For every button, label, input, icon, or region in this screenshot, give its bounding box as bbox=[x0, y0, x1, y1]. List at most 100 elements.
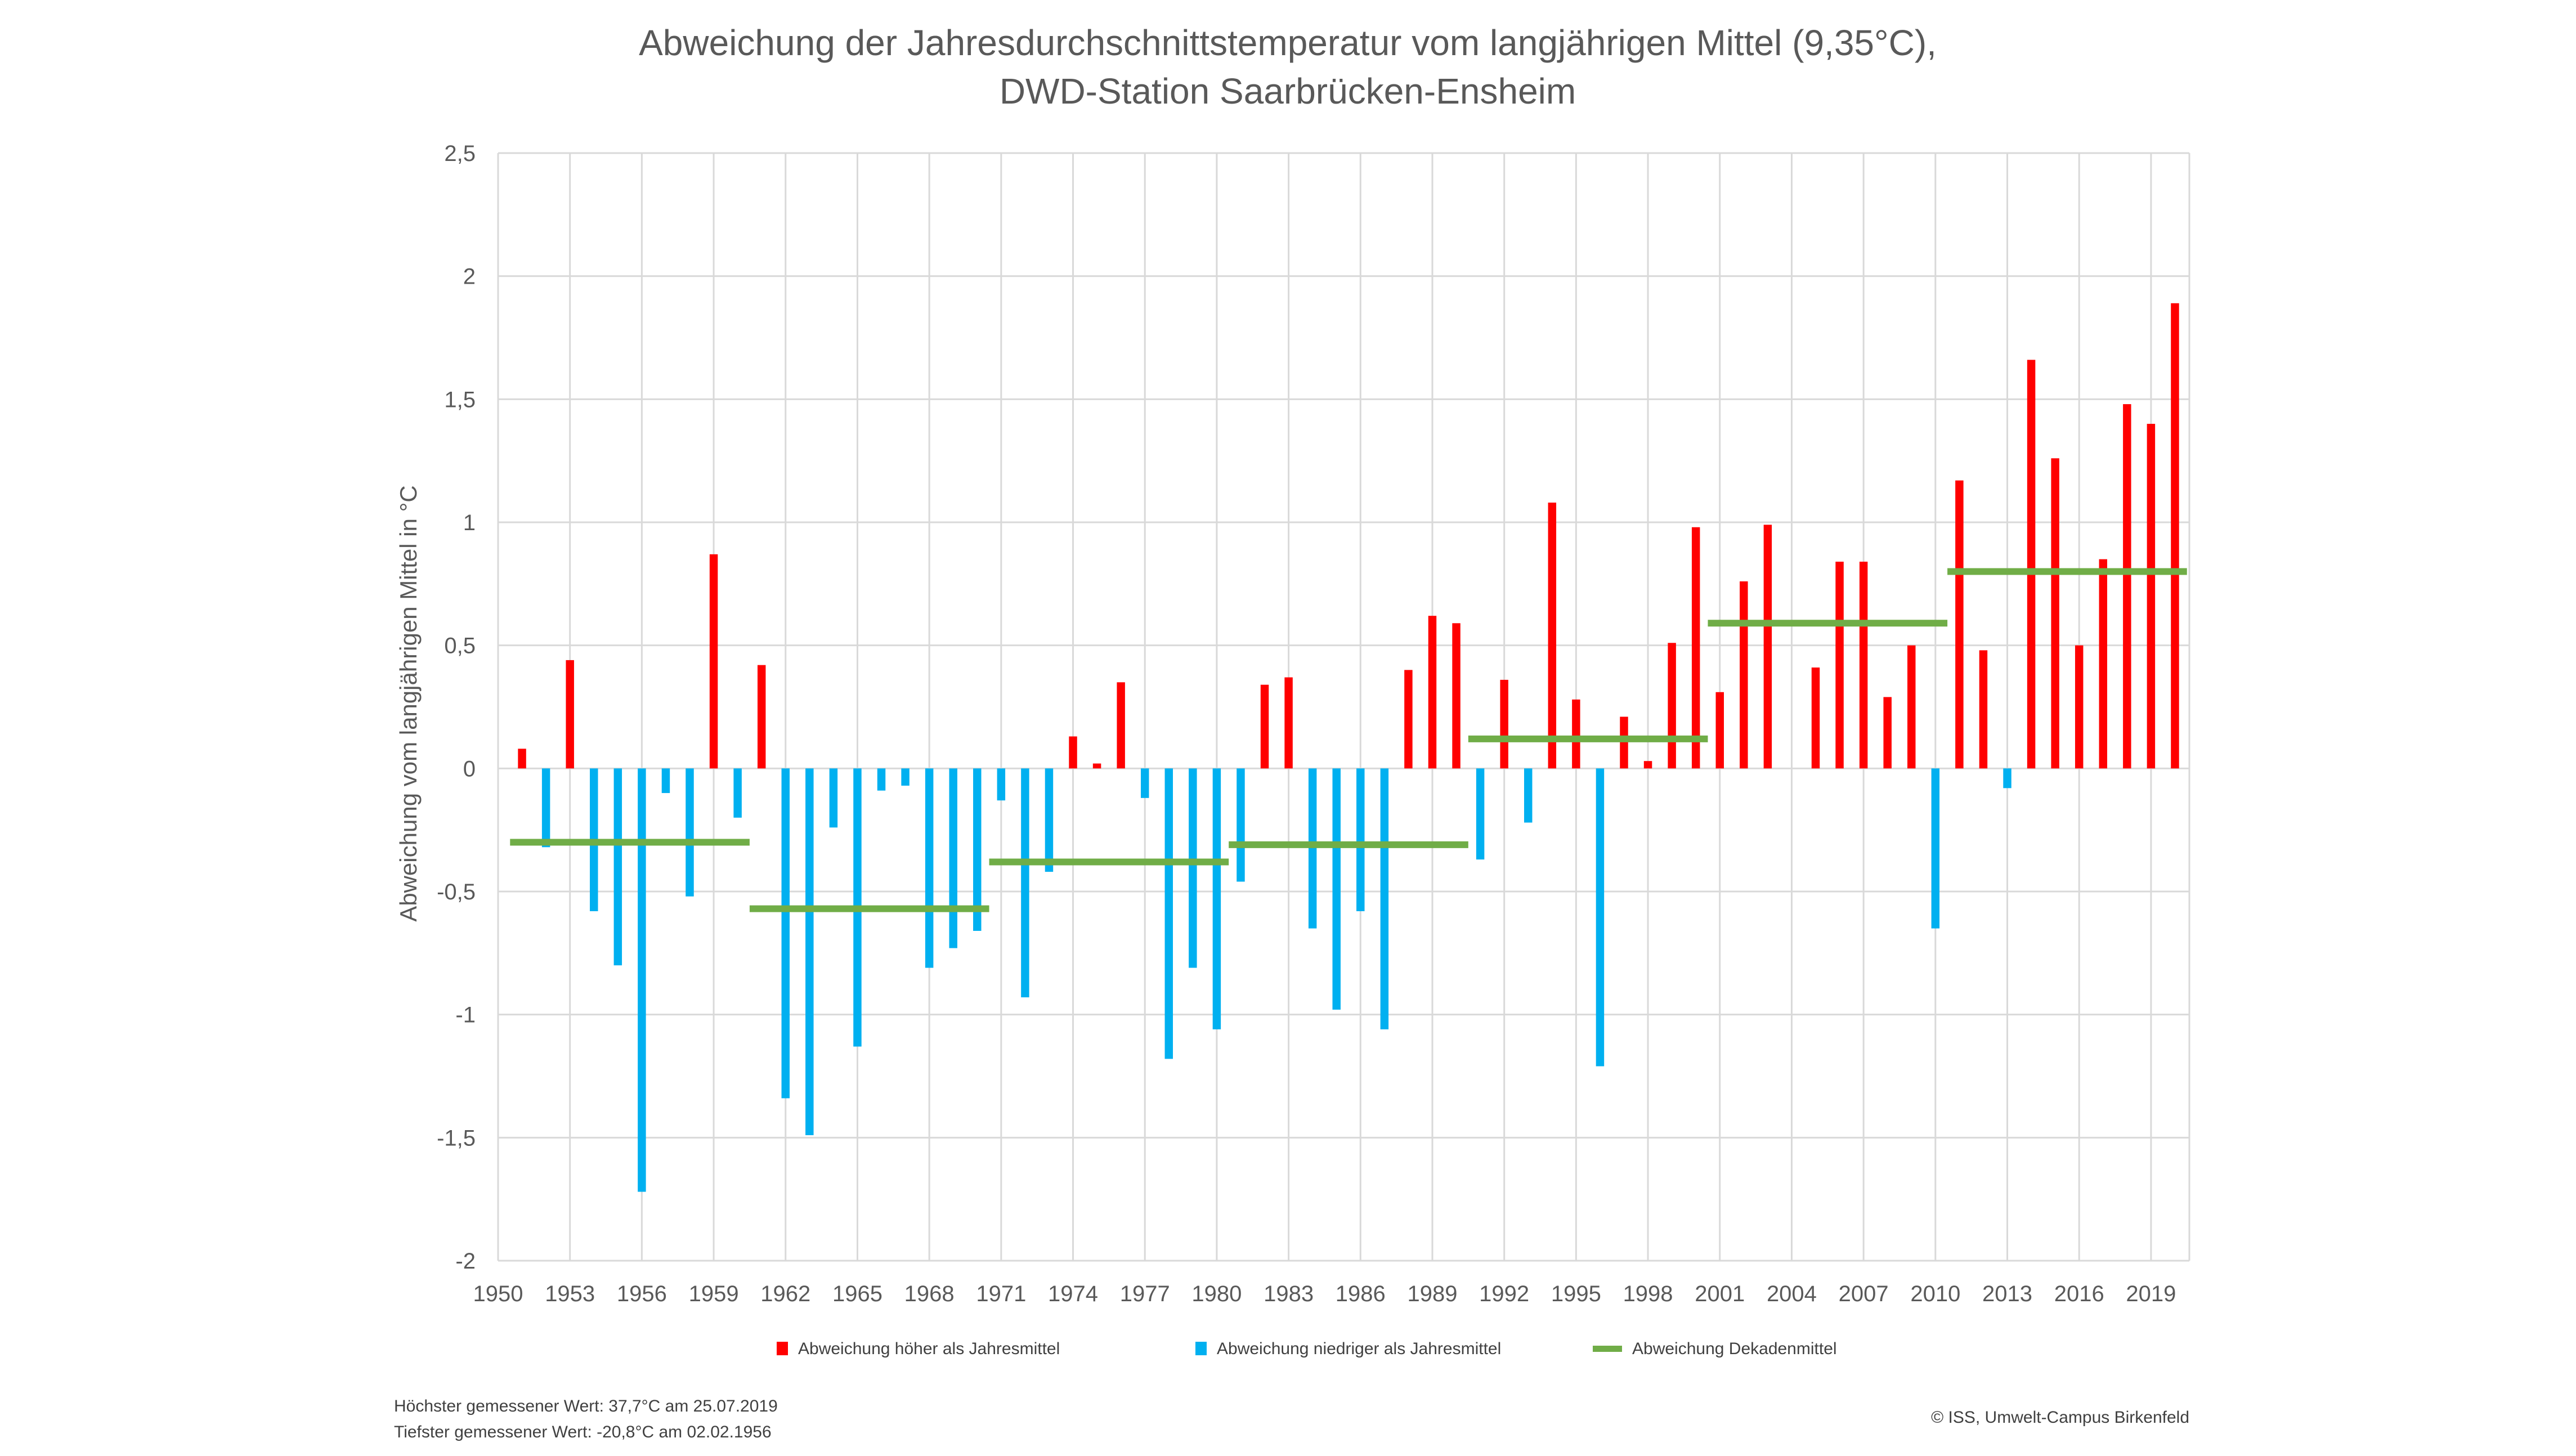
bar-1952 bbox=[541, 768, 550, 848]
legend-label-above: Abweichung höher als Jahresmittel bbox=[798, 1339, 1060, 1358]
footnote-highest-value: Höchster gemessener Wert: 37,7°C am 25.0… bbox=[394, 1397, 778, 1415]
bar-1964 bbox=[829, 768, 838, 828]
bar-1979 bbox=[1189, 768, 1197, 968]
bar-1984 bbox=[1308, 768, 1317, 929]
x-tick-label: 2016 bbox=[2054, 1282, 2104, 1306]
y-tick-label: -1,5 bbox=[437, 1126, 476, 1150]
bar-1959 bbox=[709, 554, 718, 769]
legend: Abweichung höher als Jahresmittel Abweic… bbox=[777, 1339, 1837, 1358]
bar-2018 bbox=[2123, 404, 2131, 769]
x-tick-label: 2004 bbox=[1767, 1282, 1817, 1306]
x-tick-label: 1953 bbox=[545, 1282, 595, 1306]
bar-1985 bbox=[1332, 768, 1341, 1010]
chart-title-line-1: Abweichung der Jahresdurchschnittstemper… bbox=[639, 23, 1937, 63]
x-tick-label: 2001 bbox=[1695, 1282, 1745, 1306]
bar-1967 bbox=[901, 768, 910, 786]
bar-1995 bbox=[1572, 699, 1580, 769]
bar-1987 bbox=[1380, 768, 1389, 1029]
bar-1972 bbox=[1021, 768, 1029, 998]
x-tick-label: 2010 bbox=[1910, 1282, 1960, 1306]
x-tick-label: 1950 bbox=[473, 1282, 523, 1306]
bar-1992 bbox=[1500, 679, 1508, 769]
y-axis-ticks: 2,5 2 1,5 1 0,5 0 -0,5 -1 -1,5 -2 bbox=[437, 141, 476, 1274]
bar-1963 bbox=[805, 768, 814, 1135]
x-axis-ticks: 1950 1953 1956 1959 1962 1965 1968 1971 1974 1977… bbox=[473, 1282, 2176, 1306]
bar-2015 bbox=[2051, 458, 2059, 769]
y-tick-label: -1 bbox=[455, 1003, 476, 1028]
bar-2003 bbox=[1763, 525, 1772, 769]
x-tick-label: 1989 bbox=[1407, 1282, 1457, 1306]
x-tick-label: 1992 bbox=[1479, 1282, 1529, 1306]
bar-2009 bbox=[1907, 645, 1916, 769]
bar-1958 bbox=[686, 768, 694, 897]
bar-2016 bbox=[2075, 645, 2084, 769]
y-axis-title: Abweichung vom langjährigen Mittel in °C bbox=[395, 485, 422, 922]
bar-1990 bbox=[1452, 623, 1461, 769]
y-tick-label: -2 bbox=[455, 1249, 476, 1274]
bar-1998 bbox=[1643, 761, 1652, 769]
bar-1953 bbox=[566, 660, 574, 769]
bar-1968 bbox=[925, 768, 934, 968]
bar-1951 bbox=[518, 749, 526, 769]
legend-label-decade: Abweichung Dekadenmittel bbox=[1632, 1339, 1837, 1358]
chart-title-line-2: DWD-Station Saarbrücken-Ensheim bbox=[1000, 71, 1576, 111]
bar-1991 bbox=[1476, 768, 1485, 860]
bar-1983 bbox=[1284, 677, 1293, 769]
bar-1975 bbox=[1092, 763, 1101, 769]
bar-1994 bbox=[1548, 503, 1557, 769]
bar-1971 bbox=[997, 768, 1006, 801]
footnote-lowest-value: Tiefster gemessener Wert: -20,8°C am 02.… bbox=[394, 1423, 772, 1441]
bar-1960 bbox=[733, 768, 742, 818]
bar-1996 bbox=[1596, 768, 1605, 1067]
bar-1981 bbox=[1237, 768, 1245, 882]
bar-1961 bbox=[757, 665, 766, 769]
x-tick-label: 1971 bbox=[976, 1282, 1026, 1306]
bar-1997 bbox=[1620, 716, 1628, 769]
bar-1980 bbox=[1212, 768, 1221, 1029]
x-tick-label: 1977 bbox=[1120, 1282, 1170, 1306]
bar-2002 bbox=[1740, 581, 1748, 769]
x-tick-label: 1962 bbox=[760, 1282, 810, 1306]
bars bbox=[518, 303, 2179, 1192]
x-tick-label: 1965 bbox=[832, 1282, 882, 1306]
bar-2000 bbox=[1691, 527, 1700, 769]
bar-2007 bbox=[1859, 561, 1868, 769]
x-tick-label: 1995 bbox=[1551, 1282, 1601, 1306]
y-tick-label: 2,5 bbox=[444, 141, 476, 166]
bar-1993 bbox=[1524, 768, 1533, 823]
x-tick-label: 1980 bbox=[1191, 1282, 1242, 1306]
bar-2012 bbox=[1979, 650, 1988, 769]
bar-1969 bbox=[949, 768, 957, 948]
legend-swatch-below bbox=[1195, 1342, 1207, 1355]
legend-swatch-above bbox=[777, 1342, 788, 1355]
x-tick-label: 2007 bbox=[1839, 1282, 1889, 1306]
bar-2011 bbox=[1955, 480, 1964, 769]
bar-1966 bbox=[877, 768, 886, 791]
decade-mean-lines bbox=[510, 568, 2187, 912]
bar-1970 bbox=[973, 768, 982, 931]
bar-1982 bbox=[1260, 684, 1269, 769]
y-tick-label: -0,5 bbox=[437, 880, 476, 904]
y-tick-label: 1 bbox=[463, 510, 476, 535]
bar-2001 bbox=[1715, 692, 1724, 769]
bar-1956 bbox=[638, 768, 646, 1192]
x-tick-label: 1968 bbox=[904, 1282, 955, 1306]
bar-1986 bbox=[1356, 768, 1365, 911]
bar-2020 bbox=[2171, 303, 2179, 769]
bar-1974 bbox=[1069, 736, 1077, 769]
bar-1976 bbox=[1117, 682, 1125, 769]
x-tick-label: 1959 bbox=[689, 1282, 739, 1306]
bar-1957 bbox=[661, 768, 670, 794]
y-tick-label: 2 bbox=[463, 265, 476, 289]
bar-2010 bbox=[1931, 768, 1940, 929]
bar-1962 bbox=[781, 768, 790, 1099]
bar-2019 bbox=[2147, 424, 2156, 769]
bar-1999 bbox=[1668, 643, 1676, 769]
bar-1988 bbox=[1404, 670, 1413, 769]
gridlines bbox=[497, 152, 2190, 1262]
bar-1973 bbox=[1045, 768, 1054, 872]
bar-2014 bbox=[2027, 360, 2036, 769]
bar-2005 bbox=[1811, 667, 1820, 769]
bar-2008 bbox=[1883, 697, 1892, 769]
x-tick-label: 1974 bbox=[1048, 1282, 1098, 1306]
